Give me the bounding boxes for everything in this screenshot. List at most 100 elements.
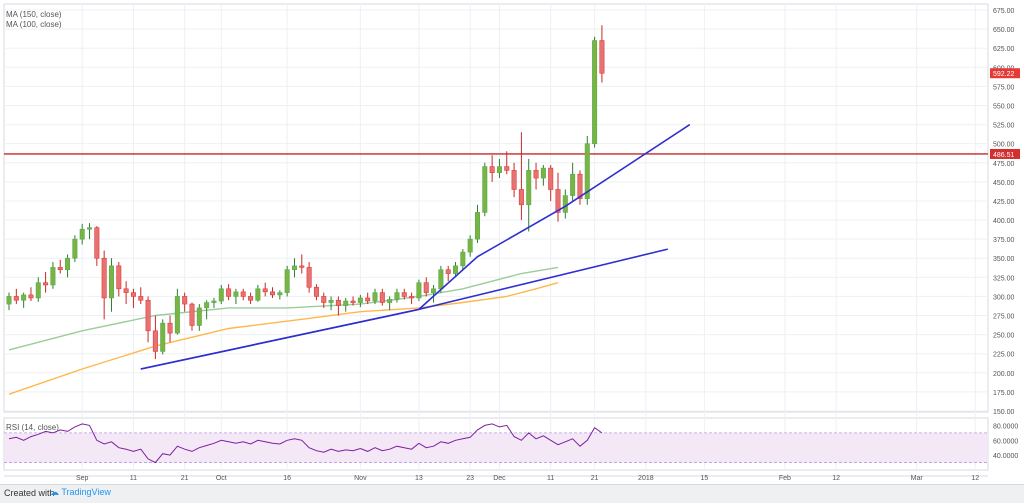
candle-body bbox=[533, 170, 539, 179]
candle-body bbox=[518, 189, 524, 206]
price-tick-label: 250.00 bbox=[993, 333, 1015, 340]
candle-body bbox=[335, 299, 341, 306]
price-tag-label: 486.51 bbox=[993, 152, 1015, 159]
candle-body bbox=[145, 299, 151, 332]
time-tick-label: 12 bbox=[971, 475, 979, 482]
price-tick-label: 425.00 bbox=[993, 199, 1015, 206]
candle-body bbox=[270, 291, 276, 296]
candle-body bbox=[226, 288, 232, 297]
price-tick-label: 200.00 bbox=[993, 371, 1015, 378]
price-tick-label: 450.00 bbox=[993, 180, 1015, 187]
candle-body bbox=[152, 330, 158, 352]
candle-body bbox=[196, 307, 202, 326]
time-tick-label: 11 bbox=[547, 475, 554, 482]
time-tick-label: Mar bbox=[911, 475, 924, 482]
candle-body bbox=[248, 296, 254, 301]
candle-body bbox=[365, 297, 371, 302]
candle-body bbox=[350, 300, 356, 303]
candle-body bbox=[87, 227, 93, 230]
price-tick-label: 575.00 bbox=[993, 84, 1015, 91]
price-tick-label: 525.00 bbox=[993, 123, 1015, 130]
candle-body bbox=[474, 212, 480, 240]
time-tick-label: Feb bbox=[779, 475, 791, 482]
tradingview-brand: TradingView bbox=[61, 487, 111, 497]
candle-body bbox=[570, 173, 576, 196]
candle-body bbox=[343, 300, 349, 306]
cloud-icon: ☁ bbox=[50, 487, 59, 497]
candle-body bbox=[409, 296, 415, 299]
candle-body bbox=[482, 166, 488, 213]
legend-rsi: RSI (14, close) bbox=[6, 423, 59, 432]
candle-body bbox=[94, 227, 100, 259]
candle-body bbox=[562, 195, 568, 213]
candle-body bbox=[35, 282, 41, 299]
candle-body bbox=[21, 294, 27, 301]
candle-body bbox=[182, 296, 188, 305]
candle-body bbox=[50, 267, 56, 286]
candle-body bbox=[262, 288, 268, 293]
candle-body bbox=[101, 257, 107, 299]
candle-body bbox=[555, 189, 561, 213]
candle-body bbox=[504, 166, 510, 171]
time-tick-label: 11 bbox=[130, 475, 137, 482]
time-tick-label: 2018 bbox=[638, 475, 654, 482]
candle-body bbox=[138, 296, 144, 301]
time-tick-label: Dec bbox=[493, 475, 506, 482]
candle-body bbox=[204, 302, 210, 309]
candle-body bbox=[108, 265, 114, 299]
price-tick-label: 175.00 bbox=[993, 390, 1015, 397]
candle-body bbox=[189, 303, 195, 326]
candle-body bbox=[306, 267, 312, 288]
candle-body bbox=[416, 282, 422, 299]
candle-body bbox=[43, 282, 49, 286]
time-tick-label: 21 bbox=[181, 475, 189, 482]
price-chart: 675.00650.00625.00600.00575.00550.00525.… bbox=[3, 3, 1020, 482]
candle-body bbox=[160, 322, 166, 352]
time-tick-label: Nov bbox=[354, 475, 367, 482]
price-tag-bg bbox=[990, 148, 1020, 159]
rsi-tick-label: 60.0000 bbox=[993, 438, 1018, 445]
price-tick-label: 225.00 bbox=[993, 352, 1015, 359]
tradingview-logo[interactable]: ☁ TradingView bbox=[50, 487, 111, 498]
rsi-line bbox=[8, 423, 603, 464]
candle-body bbox=[13, 296, 19, 301]
ma100-line bbox=[8, 282, 559, 395]
candle-body bbox=[116, 265, 122, 290]
time-tick-label: 23 bbox=[466, 475, 474, 482]
candle-body bbox=[526, 170, 532, 206]
candle-body bbox=[255, 288, 261, 301]
candle-body bbox=[291, 265, 297, 270]
candle-body bbox=[387, 299, 393, 303]
time-tick-label: 21 bbox=[591, 475, 599, 482]
price-tick-label: 625.00 bbox=[993, 46, 1015, 53]
candle-body bbox=[438, 269, 444, 290]
price-tick-label: 300.00 bbox=[993, 294, 1015, 301]
candle-body bbox=[540, 167, 546, 179]
candle-body bbox=[328, 299, 334, 303]
price-tick-label: 550.00 bbox=[993, 103, 1015, 110]
candle-body bbox=[511, 170, 517, 190]
candle-body bbox=[65, 257, 71, 270]
candle-body bbox=[394, 292, 400, 300]
candle-body bbox=[453, 265, 459, 274]
candle-body bbox=[284, 269, 290, 293]
footer-created-with: Created with bbox=[4, 488, 55, 498]
candle-body bbox=[79, 228, 85, 240]
candle-body bbox=[489, 166, 495, 173]
candle-body bbox=[357, 297, 363, 303]
candle-body bbox=[28, 294, 34, 299]
candle-body bbox=[313, 286, 319, 297]
candle-body bbox=[548, 167, 554, 190]
time-tick-label: Sep bbox=[76, 475, 89, 482]
candle-body bbox=[72, 238, 78, 259]
candle-body bbox=[460, 251, 466, 267]
candle-body bbox=[211, 300, 217, 303]
candle-body bbox=[123, 288, 129, 293]
candle-body bbox=[577, 173, 583, 199]
candle-body bbox=[431, 288, 437, 293]
price-tick-label: 275.00 bbox=[993, 314, 1015, 321]
candle-body bbox=[174, 296, 180, 334]
candle-body bbox=[496, 166, 502, 173]
time-tick-label: Oct bbox=[216, 475, 227, 482]
